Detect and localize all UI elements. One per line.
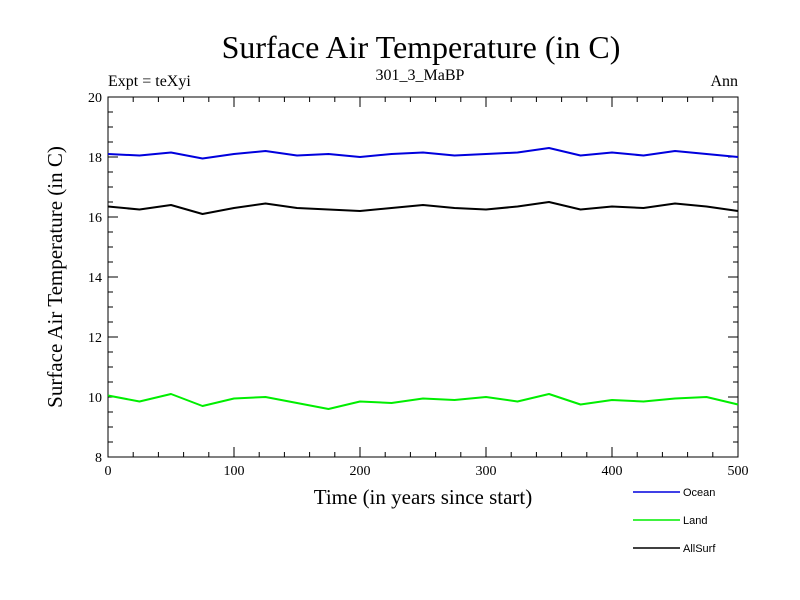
series-line-allsurf [107,201,739,215]
chart-subtitle-left: Expt = teXyi [108,73,191,90]
x-tick-label: 0 [105,464,112,479]
x-axis-label: Time (in years since start) [314,485,533,509]
series-line-ocean [107,147,739,160]
y-tick-label: 16 [88,211,102,226]
y-tick-label: 12 [88,331,102,346]
legend-label-land: Land [683,515,707,527]
legend: Ocean Land AllSurf [633,487,716,555]
y-axis: 8 10 12 14 16 18 20 [88,91,738,466]
series-lines [107,147,739,410]
x-axis: 0 100 200 300 400 500 [105,97,749,479]
x-tick-label: 200 [350,464,371,479]
x-tick-label: 400 [602,464,623,479]
legend-label-ocean: Ocean [683,487,715,499]
y-tick-label: 8 [95,451,102,466]
x-tick-label: 100 [224,464,245,479]
x-tick-label: 500 [728,464,749,479]
chart-title: Surface Air Temperature (in C) [222,29,621,65]
y-tick-label: 18 [88,151,102,166]
series-line-land [107,393,739,410]
x-tick-label: 300 [476,464,497,479]
legend-label-allsurf: AllSurf [683,543,716,555]
plot-frame [107,96,739,458]
y-tick-label: 10 [88,391,102,406]
chart-subtitle-right: Ann [710,73,738,90]
y-axis-label: Surface Air Temperature (in C) [43,146,67,408]
y-tick-label: 20 [88,91,102,106]
chart-subtitle-center: 301_3_MaBP [376,67,465,84]
y-tick-label: 14 [88,271,102,286]
